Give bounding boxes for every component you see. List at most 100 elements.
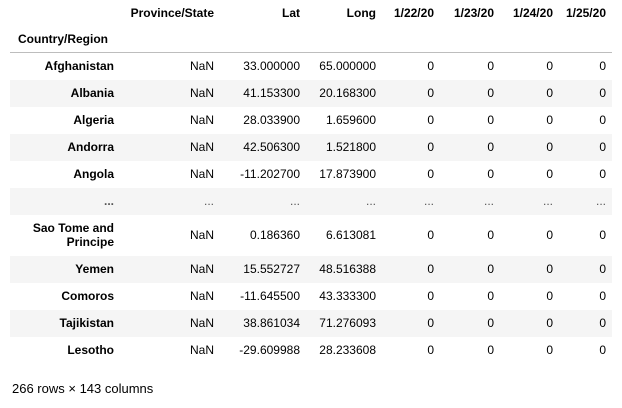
table-cell: -11.645500 [240, 289, 300, 303]
ellipsis-row: ........................ [10, 187, 612, 215]
table-cell: 0 [599, 343, 606, 357]
table-cell: 71.276093 [319, 316, 376, 330]
table-cell: 0 [427, 343, 434, 357]
table-cell: 33.000000 [243, 59, 300, 74]
table-cell: 0 [599, 86, 606, 100]
table-row: Tajikistan NaN 38.861034 71.276093 0 0 0 0 [10, 309, 612, 337]
table-cell: ... [423, 194, 434, 208]
table-cell: 0 [546, 140, 553, 154]
row-index-label: Lesotho [67, 343, 114, 357]
row-index-label: Albania [70, 86, 114, 100]
table-cell: 0 [546, 228, 553, 242]
table-row: Sao Tome and Principe NaN 0.186360 6.613081… [10, 215, 612, 256]
table-cell: ... [542, 194, 553, 208]
table-cell: -29.609988 [239, 343, 300, 357]
table-cell: 0 [427, 59, 434, 74]
index-name-row: Country/Region [10, 26, 612, 53]
table-cell: 0 [427, 113, 434, 127]
column-header: Long [346, 6, 376, 20]
column-header-row: Province/State Lat Long 1/22/20 1/23/20 … [10, 0, 612, 26]
table-cell: 0 [427, 167, 434, 181]
dataframe-table: Province/State Lat Long 1/22/20 1/23/20 … [10, 0, 612, 364]
column-header: 1/25/20 [565, 6, 606, 20]
table-cell: NaN [189, 140, 214, 154]
table-cell: 0 [487, 59, 494, 74]
table-row: Comoros NaN -11.645500 43.333300 0 0 0 0 [10, 283, 612, 310]
table-cell: 0 [487, 289, 494, 303]
table-cell: 0 [599, 167, 606, 181]
table-cell: 38.861034 [243, 316, 300, 330]
table-cell: 0 [599, 228, 606, 242]
table-cell: NaN [189, 262, 214, 276]
table-cell: 0 [487, 262, 494, 276]
table-cell: 0 [599, 140, 606, 154]
table-cell: 0 [546, 289, 553, 303]
index-name-header: Country/Region [18, 32, 108, 46]
table-cell: NaN [189, 167, 214, 181]
table-cell: 41.153300 [243, 86, 300, 100]
shape-summary: 266 rows × 143 columns [12, 381, 154, 396]
table-cell: NaN [189, 59, 214, 74]
table-cell: 17.873900 [319, 167, 376, 181]
row-index-label: Andorra [67, 140, 114, 154]
table-cell: 0 [599, 262, 606, 276]
column-header: 1/24/20 [512, 6, 553, 20]
column-header: Province/State [130, 6, 214, 20]
table-cell: NaN [189, 289, 214, 303]
table-cell: NaN [189, 113, 214, 127]
table-cell: 0 [427, 86, 434, 100]
table-cell: 65.000000 [319, 59, 376, 74]
table-cell: ... [365, 194, 376, 208]
table-cell: 0 [546, 343, 553, 357]
row-index-label: Comoros [61, 289, 114, 303]
table-cell: 0 [427, 289, 434, 303]
table-cell: 0 [487, 113, 494, 127]
table-cell: 28.233608 [319, 343, 376, 357]
row-index-label: Yemen [75, 262, 114, 276]
column-header: Lat [282, 6, 300, 20]
row-index-label: Angola [73, 167, 114, 181]
table-cell: 0 [487, 86, 494, 100]
table-cell: 0 [546, 113, 553, 127]
table-cell: 15.552727 [243, 262, 300, 276]
row-index-label: Tajikistan [59, 316, 114, 330]
table-cell: 0 [546, 167, 553, 181]
table-row: Afghanistan NaN 33.000000 65.000000 0 0 0 0 [10, 53, 612, 80]
table-cell: 20.168300 [319, 86, 376, 100]
table-row: Yemen NaN 15.552727 48.516388 0 0 0 0 [10, 255, 612, 283]
table-row: Angola NaN -11.202700 17.873900 0 0 0 0 [10, 161, 612, 188]
row-index-label: Afghanistan [44, 59, 114, 74]
table-cell: NaN [189, 343, 214, 357]
table-cell: 0 [487, 167, 494, 181]
table-cell: 1.659600 [325, 113, 376, 127]
column-header: 1/23/20 [453, 6, 494, 20]
table-cell: 0 [599, 113, 606, 127]
table-cell: -11.202700 [240, 167, 300, 181]
table-cell: 28.033900 [243, 113, 300, 127]
table-row: Albania NaN 41.153300 20.168300 0 0 0 0 [10, 79, 612, 107]
table-cell: ... [203, 194, 214, 208]
table-row: Algeria NaN 28.033900 1.659600 0 0 0 0 [10, 107, 612, 134]
table-cell: 0 [599, 59, 606, 74]
table-cell: 0 [427, 228, 434, 242]
table-cell: 0 [546, 316, 553, 330]
table-row: Andorra NaN 42.506300 1.521800 0 0 0 0 [10, 133, 612, 161]
table-cell: ... [289, 194, 300, 208]
table-cell: 0 [599, 316, 606, 330]
row-index-label: Algeria [73, 113, 114, 127]
table-row: Lesotho NaN -29.609988 28.233608 0 0 0 0 [10, 337, 612, 364]
table-cell: 0.186360 [249, 228, 300, 242]
table-cell: ... [595, 194, 606, 208]
table-cell: 6.613081 [325, 228, 376, 242]
table-cell: 0 [487, 316, 494, 330]
table-cell: 42.506300 [243, 140, 300, 154]
table-cell: 0 [427, 262, 434, 276]
table-cell: 0 [487, 140, 494, 154]
header-corner [10, 0, 120, 26]
table-cell: 0 [427, 140, 434, 154]
table-cell: 0 [546, 86, 553, 100]
column-header: 1/22/20 [393, 6, 434, 20]
table-cell: 43.333300 [319, 289, 376, 303]
row-index-label: ... [103, 194, 114, 208]
